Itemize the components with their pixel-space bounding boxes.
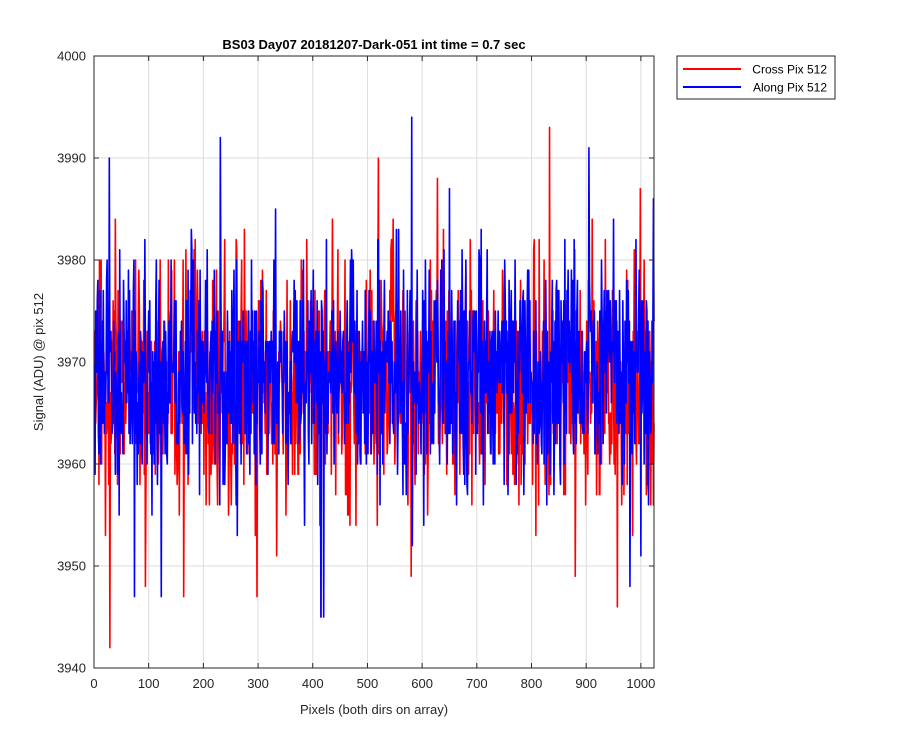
y-tick-label: 3940 [57, 661, 86, 676]
x-tick-label: 600 [411, 676, 433, 691]
series-line-along-pix-512 [93, 116, 655, 618]
legend-label-cross-pix: Cross Pix 512 [752, 63, 827, 77]
legend-box [676, 55, 836, 100]
x-tick-label: 500 [357, 676, 379, 691]
legend: Cross Pix 512 Along Pix 512 [676, 55, 836, 100]
series-layer [93, 116, 655, 649]
x-tick-label: 100 [138, 676, 160, 691]
y-tick-label: 3960 [57, 457, 86, 472]
x-tick-label: 900 [575, 676, 597, 691]
y-tick-label: 3950 [57, 559, 86, 574]
y-tick-label: 3970 [57, 355, 86, 370]
axis-ticks: 0 100 200 300 400 500 600 700 800 900 1000 3940 3950… [57, 49, 655, 692]
x-tick-label: 0 [90, 676, 97, 691]
x-tick-label: 200 [193, 676, 215, 691]
x-tick-label: 1000 [626, 676, 655, 691]
x-tick-label: 700 [466, 676, 488, 691]
x-tick-label: 800 [521, 676, 543, 691]
x-axis-label: Pixels (both dirs on array) [300, 702, 448, 717]
y-tick-label: 3980 [57, 253, 86, 268]
x-tick-label: 400 [302, 676, 324, 691]
chart-title: BS03 Day07 20181207-Dark-051 int time = … [222, 37, 525, 52]
legend-label-along-pix: Along Pix 512 [753, 81, 827, 95]
y-axis-label: Signal (ADU) @ pix 512 [31, 293, 46, 431]
y-tick-label: 4000 [57, 49, 86, 64]
y-tick-label: 3990 [57, 151, 86, 166]
x-tick-label: 300 [247, 676, 269, 691]
